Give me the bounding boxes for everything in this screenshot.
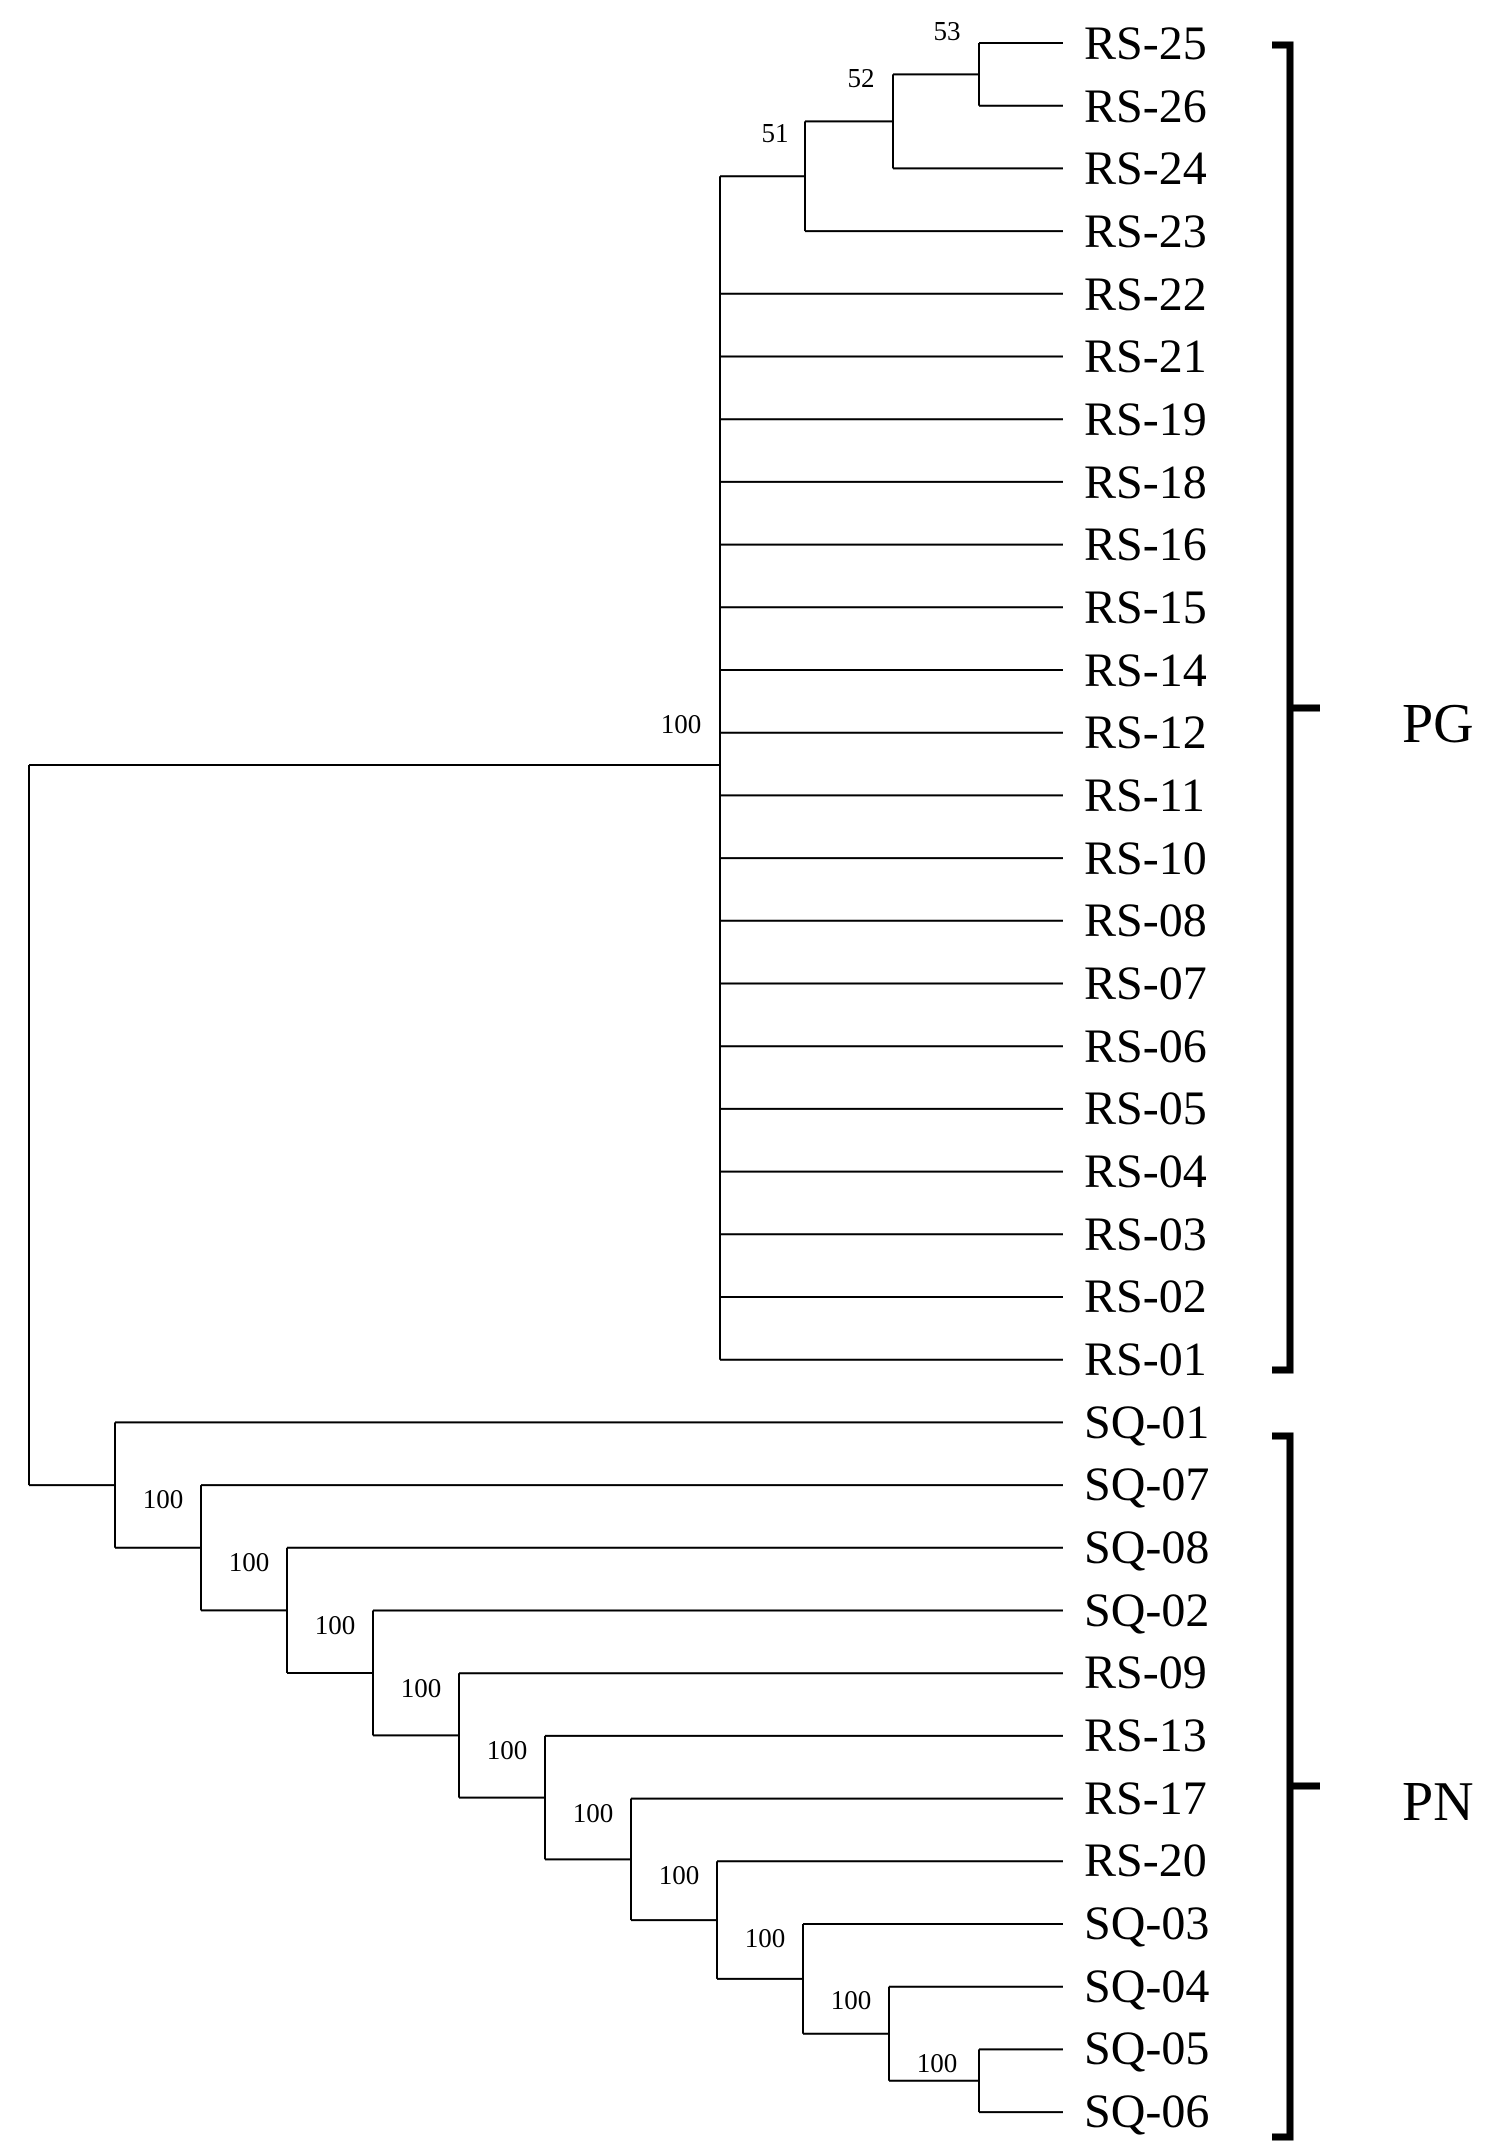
taxon-label: RS-10 xyxy=(1084,832,1207,885)
tree-branches xyxy=(28,42,1063,2114)
group-label-pn: PN xyxy=(1402,1771,1474,1833)
taxon-label: SQ-03 xyxy=(1084,1897,1209,1950)
taxon-label: SQ-04 xyxy=(1084,1960,1209,2013)
support-value: 100 xyxy=(659,1860,700,1890)
taxon-label: RS-18 xyxy=(1084,456,1207,509)
group-label-pg: PG xyxy=(1402,693,1474,755)
taxon-label: RS-13 xyxy=(1084,1709,1207,1762)
taxon-label: RS-19 xyxy=(1084,393,1207,446)
taxon-label: RS-16 xyxy=(1084,518,1207,571)
taxon-label: SQ-08 xyxy=(1084,1521,1209,1574)
support-value: 100 xyxy=(143,1484,184,1514)
taxon-label: RS-26 xyxy=(1084,80,1207,133)
taxon-label: RS-14 xyxy=(1084,644,1207,697)
support-value: 100 xyxy=(229,1547,270,1577)
taxon-label: RS-22 xyxy=(1084,268,1207,321)
support-value: 100 xyxy=(917,2048,958,2078)
taxon-label: SQ-02 xyxy=(1084,1584,1209,1637)
support-value: 100 xyxy=(745,1923,786,1953)
support-value: 100 xyxy=(315,1610,356,1640)
group-bracket-pg xyxy=(1272,41,1320,1374)
support-value: 100 xyxy=(661,709,702,739)
support-value: 100 xyxy=(401,1673,442,1703)
taxon-label: SQ-05 xyxy=(1084,2022,1209,2075)
taxon-label: RS-12 xyxy=(1084,706,1207,759)
taxon-label: RS-15 xyxy=(1084,581,1207,634)
group-bracket-pn xyxy=(1272,1432,1320,2141)
taxon-label: RS-04 xyxy=(1084,1145,1207,1198)
taxon-label: RS-23 xyxy=(1084,205,1207,258)
taxon-label: RS-24 xyxy=(1084,142,1207,195)
taxon-label: SQ-06 xyxy=(1084,2085,1209,2138)
taxon-label: SQ-01 xyxy=(1084,1396,1209,1449)
taxon-label: SQ-07 xyxy=(1084,1458,1209,1511)
taxon-label: RS-01 xyxy=(1084,1333,1207,1386)
taxon-label: RS-08 xyxy=(1084,894,1207,947)
taxon-label: RS-21 xyxy=(1084,330,1207,383)
taxon-label: RS-17 xyxy=(1084,1772,1207,1825)
taxon-label: RS-02 xyxy=(1084,1270,1207,1323)
taxon-label: RS-25 xyxy=(1084,17,1207,70)
taxon-label: RS-09 xyxy=(1084,1646,1207,1699)
support-value: 100 xyxy=(831,1985,872,2015)
support-value: 52 xyxy=(848,63,875,93)
taxon-label: RS-05 xyxy=(1084,1082,1207,1135)
support-value: 100 xyxy=(573,1798,614,1828)
taxon-label: RS-06 xyxy=(1084,1020,1207,1073)
taxon-label: RS-11 xyxy=(1084,769,1205,822)
taxon-label: RS-20 xyxy=(1084,1834,1207,1887)
support-value: 53 xyxy=(934,16,961,46)
support-value: 100 xyxy=(487,1735,528,1765)
support-value: 51 xyxy=(762,118,789,148)
taxon-label: RS-07 xyxy=(1084,957,1207,1010)
taxon-label: RS-03 xyxy=(1084,1208,1207,1261)
